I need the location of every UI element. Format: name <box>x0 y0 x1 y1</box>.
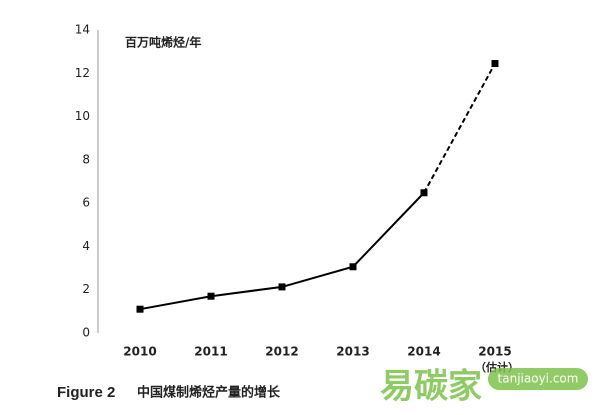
marker <box>349 263 357 271</box>
y-tick-label: 10 <box>75 109 90 123</box>
y-tick-label: 8 <box>82 152 90 166</box>
y-tick-label: 0 <box>82 326 90 340</box>
x-tick-label: 2015 <box>478 345 511 359</box>
unit-label: 百万吨烯烃/年 <box>125 35 201 50</box>
x-tick-label: 2010 <box>123 345 156 359</box>
watermark-site: tanjiaoyi.com <box>498 372 579 386</box>
watermark: 易碳家 <box>380 367 482 407</box>
marker <box>491 60 499 68</box>
y-tick-label: 12 <box>75 66 90 80</box>
y-tick-label: 6 <box>82 196 90 210</box>
marker <box>207 292 215 300</box>
x-tick-label: 2012 <box>265 345 298 359</box>
figure-label: Figure 2 <box>57 384 115 401</box>
x-tick-label: 2014 <box>407 345 440 359</box>
marker <box>278 283 286 291</box>
marker <box>136 305 144 313</box>
dashed-line <box>423 63 496 194</box>
y-tick-label: 14 <box>75 23 90 37</box>
marker <box>420 189 428 197</box>
x-tick-label: 2013 <box>336 345 369 359</box>
x-tick-label: 2011 <box>194 345 227 359</box>
caption: 中国煤制烯烃产量的增长 <box>137 385 281 401</box>
y-tick-label: 2 <box>82 282 90 296</box>
y-tick-label: 4 <box>82 239 90 253</box>
watermark-badge <box>488 368 588 390</box>
line <box>139 192 425 311</box>
